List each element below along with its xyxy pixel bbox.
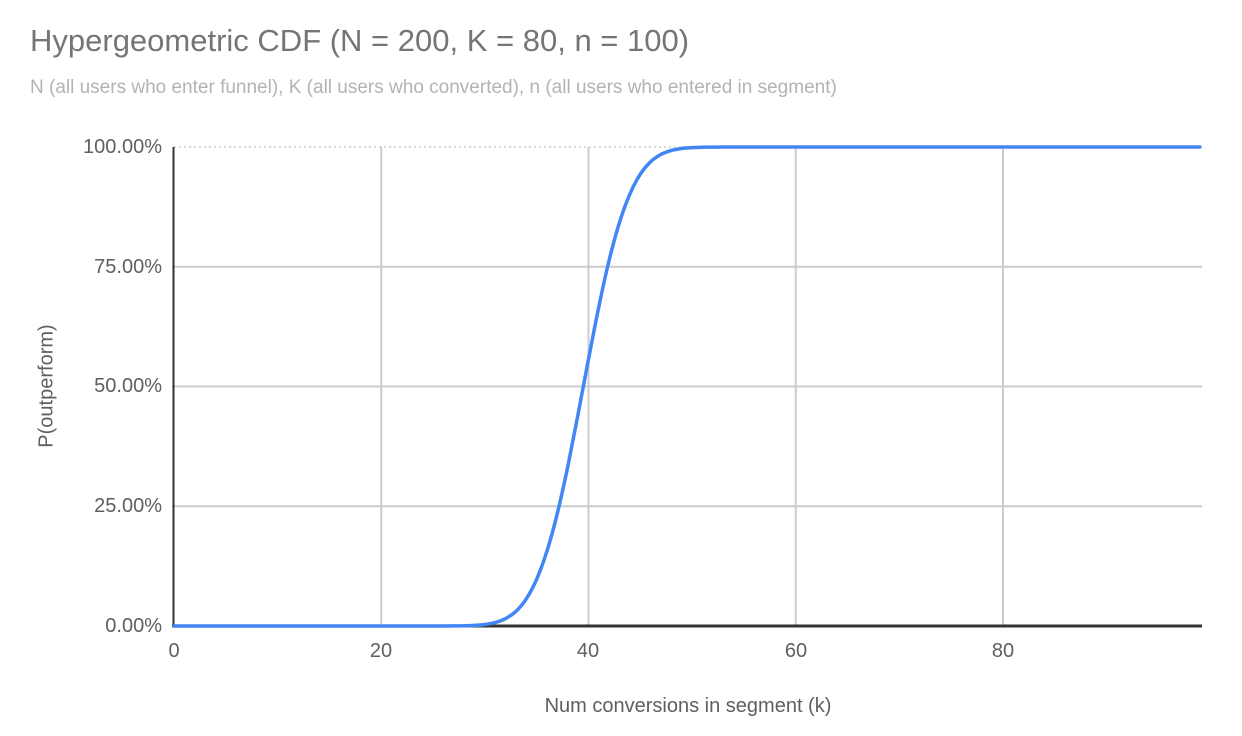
- y-tick-label-100: 100.00%: [83, 136, 162, 158]
- chart-title: Hypergeometric CDF (N = 200, K = 80, n =…: [30, 23, 690, 58]
- cdf-curve: [172, 145, 1202, 628]
- x-tick-label-60: 60: [784, 640, 808, 662]
- x-tick-label-20: 20: [369, 640, 393, 662]
- x-tick-label-40: 40: [576, 640, 600, 662]
- chart-subtitle: N (all users who enter funnel), K (all u…: [30, 77, 837, 98]
- y-tick-label-0: 0.00%: [105, 615, 162, 637]
- y-axis-title: P(outperform): [35, 324, 58, 448]
- y-tick-label-50: 50.00%: [94, 375, 162, 397]
- y-tick-label-75: 75.00%: [94, 256, 162, 278]
- x-axis-title: Num conversions in segment (k): [544, 695, 832, 717]
- x-tick-label-0: 0: [168, 640, 180, 662]
- x-tick-label-80: 80: [991, 640, 1015, 662]
- y-tick-label-25: 25.00%: [94, 495, 162, 517]
